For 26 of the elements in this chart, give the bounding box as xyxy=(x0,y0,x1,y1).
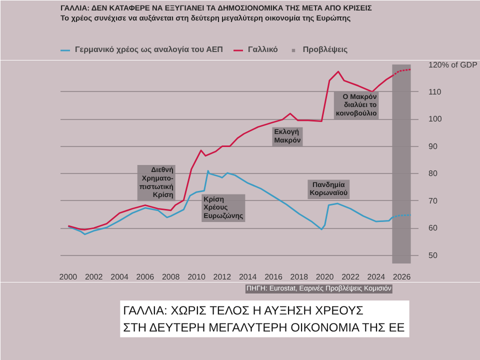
y-tick-label: 110 xyxy=(428,87,442,96)
legend-label: Προβλέψεις xyxy=(302,45,348,54)
x-tick-label: 2016 xyxy=(264,272,283,282)
y-tick-label: 90 xyxy=(428,142,438,151)
y-tick-label: 70 xyxy=(428,196,438,206)
y-tick-label: 50 xyxy=(428,250,438,260)
x-tick-label: 2002 xyxy=(84,272,104,282)
x-tick-label: 2014 xyxy=(238,272,258,282)
y-tick-label: 80 xyxy=(428,169,438,178)
y-tick-label: 100 xyxy=(428,114,442,124)
x-tick-label: 2004 xyxy=(110,272,129,282)
x-tick-label: 2020 xyxy=(316,272,334,282)
x-tick-label: 2024 xyxy=(367,272,386,282)
x-tick-label: 2000 xyxy=(59,272,78,282)
x-tick-label: 2022 xyxy=(342,272,360,282)
x-tick-label: 2018 xyxy=(290,272,309,282)
x-tick-label: 2026 xyxy=(392,272,412,282)
x-tick-label: 2008 xyxy=(162,272,180,282)
text: ΓΑΛΛΙΑ: ΧΩΡΙΣ ΤΕΛΟΣ Η ΑΥΞΗΣΗ ΧΡΕΟΥΣ ΣΤΗ ΔΕΥΤΕΡΗ ΜΕΓΑΛΥΤΕΡΗ ΟΙΚΟΝΟΜΙΑ ΤΗΣ ΕΕ xyxy=(123,304,405,334)
x-tick-label: 2012 xyxy=(213,272,232,282)
x-tick-label: 2006 xyxy=(136,272,155,282)
y-tick-label: 120% of GDP xyxy=(428,60,478,70)
legend-label: Γαλλικό xyxy=(248,45,278,54)
legend-label: Γερμανικό χρέος ως αναλογία του ΑΕΠ xyxy=(75,45,223,54)
x-tick-label: 2010 xyxy=(188,272,206,282)
y-tick-label: 60 xyxy=(428,224,438,233)
